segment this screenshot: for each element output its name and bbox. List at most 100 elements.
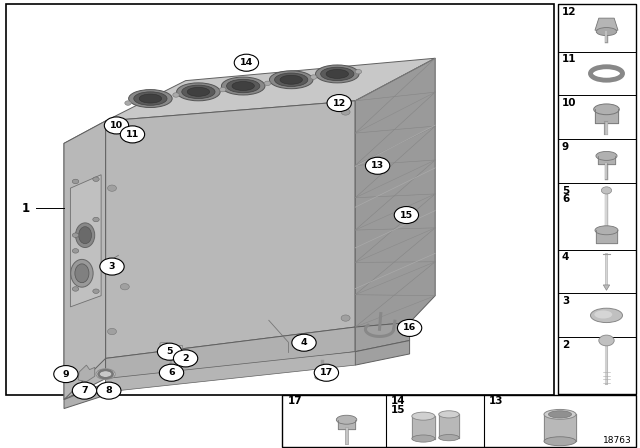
Ellipse shape — [140, 94, 161, 103]
Circle shape — [72, 179, 79, 184]
Ellipse shape — [275, 73, 308, 86]
Circle shape — [93, 217, 99, 222]
Text: 9: 9 — [562, 142, 569, 152]
Ellipse shape — [134, 92, 167, 105]
Circle shape — [100, 258, 124, 275]
Ellipse shape — [439, 435, 460, 441]
Circle shape — [599, 335, 614, 346]
Text: 4: 4 — [562, 252, 570, 262]
Polygon shape — [355, 340, 410, 365]
Circle shape — [72, 249, 79, 253]
Text: 7: 7 — [81, 386, 88, 395]
Ellipse shape — [188, 87, 210, 96]
Circle shape — [602, 187, 612, 194]
Text: 5: 5 — [562, 186, 569, 196]
Text: 15: 15 — [400, 211, 413, 220]
Circle shape — [108, 185, 116, 191]
Text: 13: 13 — [371, 161, 384, 170]
Ellipse shape — [594, 104, 620, 115]
Text: 13: 13 — [489, 396, 504, 406]
Ellipse shape — [177, 83, 220, 101]
Ellipse shape — [315, 375, 329, 380]
Ellipse shape — [76, 223, 95, 247]
Circle shape — [125, 101, 131, 105]
Ellipse shape — [316, 65, 359, 83]
Circle shape — [72, 382, 97, 399]
Text: 3: 3 — [109, 262, 115, 271]
Ellipse shape — [412, 412, 435, 420]
FancyBboxPatch shape — [6, 4, 554, 395]
Text: 8: 8 — [106, 386, 112, 395]
Circle shape — [72, 233, 79, 237]
Ellipse shape — [232, 82, 254, 90]
Circle shape — [104, 117, 129, 134]
Text: 14: 14 — [240, 58, 253, 67]
Circle shape — [341, 109, 350, 115]
Ellipse shape — [280, 75, 302, 84]
Circle shape — [314, 364, 339, 381]
Circle shape — [365, 157, 390, 174]
Polygon shape — [106, 58, 435, 121]
FancyBboxPatch shape — [282, 395, 636, 447]
Text: 10: 10 — [562, 98, 577, 108]
Circle shape — [355, 69, 362, 74]
Circle shape — [327, 95, 351, 112]
Circle shape — [173, 93, 179, 97]
Circle shape — [120, 126, 145, 143]
Text: 5: 5 — [166, 347, 173, 356]
Circle shape — [292, 334, 316, 351]
Text: 15: 15 — [391, 405, 406, 415]
Ellipse shape — [182, 85, 215, 99]
Circle shape — [111, 127, 120, 133]
Text: 9: 9 — [63, 370, 69, 379]
Circle shape — [72, 287, 79, 291]
Polygon shape — [106, 327, 355, 383]
Circle shape — [310, 75, 317, 79]
Polygon shape — [64, 121, 141, 400]
Ellipse shape — [129, 90, 172, 108]
Text: 11: 11 — [126, 130, 139, 139]
Polygon shape — [70, 175, 101, 307]
Text: 12: 12 — [562, 7, 577, 17]
Circle shape — [394, 207, 419, 224]
Ellipse shape — [595, 310, 612, 319]
Text: 16: 16 — [403, 323, 416, 332]
Ellipse shape — [321, 67, 354, 81]
Text: 1: 1 — [22, 202, 30, 215]
Text: 4: 4 — [301, 338, 307, 347]
Ellipse shape — [412, 435, 435, 442]
Circle shape — [341, 315, 350, 321]
Ellipse shape — [548, 411, 572, 418]
Circle shape — [173, 350, 198, 367]
Circle shape — [93, 177, 99, 181]
Ellipse shape — [269, 71, 313, 89]
Circle shape — [54, 366, 78, 383]
Ellipse shape — [544, 409, 576, 419]
Ellipse shape — [337, 415, 357, 424]
Circle shape — [108, 328, 116, 335]
Circle shape — [93, 289, 99, 293]
Text: 14: 14 — [391, 396, 406, 406]
Text: 12: 12 — [333, 99, 346, 108]
Ellipse shape — [96, 369, 115, 379]
Polygon shape — [78, 365, 95, 382]
Text: 2: 2 — [562, 340, 569, 350]
Polygon shape — [355, 323, 410, 352]
Ellipse shape — [544, 437, 576, 446]
Text: 18763: 18763 — [603, 436, 632, 445]
Ellipse shape — [596, 151, 617, 160]
Ellipse shape — [75, 264, 89, 283]
Text: 10: 10 — [110, 121, 123, 130]
Circle shape — [157, 343, 182, 360]
Polygon shape — [106, 352, 355, 392]
FancyBboxPatch shape — [178, 345, 182, 361]
FancyBboxPatch shape — [160, 343, 168, 356]
Circle shape — [234, 54, 259, 71]
Ellipse shape — [439, 411, 460, 418]
Text: 17: 17 — [320, 368, 333, 377]
Text: 11: 11 — [562, 54, 577, 64]
Ellipse shape — [591, 308, 623, 323]
Ellipse shape — [326, 69, 349, 78]
Text: 6: 6 — [562, 194, 569, 204]
Ellipse shape — [227, 79, 260, 93]
